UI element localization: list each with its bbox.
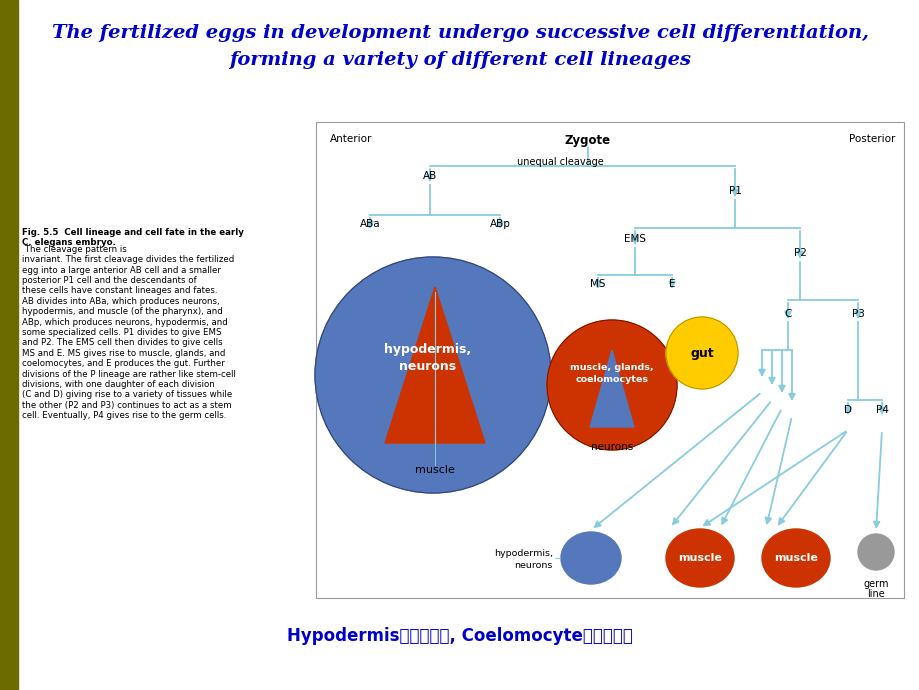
Text: muscle: muscle [677, 553, 721, 563]
Text: ABp: ABp [489, 219, 510, 229]
Text: Zygote: Zygote [564, 134, 610, 147]
Text: line: line [867, 589, 884, 599]
Text: The cleavage pattern is
invariant. The first cleavage divides the fertilized
egg: The cleavage pattern is invariant. The f… [22, 245, 235, 420]
Text: E: E [668, 279, 675, 289]
Text: The fertilized eggs in development undergo successive cell differentiation,: The fertilized eggs in development under… [51, 24, 868, 42]
Ellipse shape [665, 529, 733, 587]
Text: P1: P1 [728, 186, 741, 196]
Text: P2: P2 [793, 248, 806, 258]
Text: D: D [843, 405, 851, 415]
Text: P3: P3 [851, 309, 864, 319]
Text: Fig. 5.5  Cell lineage and cell fate in the early
C. elegans embryo.: Fig. 5.5 Cell lineage and cell fate in t… [22, 228, 244, 248]
Text: EMS: EMS [623, 234, 645, 244]
Text: germ: germ [862, 579, 888, 589]
Text: coelomocytes: coelomocytes [575, 375, 648, 384]
Ellipse shape [561, 532, 620, 584]
Text: Posterior: Posterior [847, 134, 894, 144]
Bar [0, 0, 18, 690]
Text: AB: AB [423, 171, 437, 181]
Text: neurons: neurons [399, 359, 456, 373]
Circle shape [547, 320, 676, 450]
Ellipse shape [761, 529, 829, 587]
Circle shape [665, 317, 737, 389]
Polygon shape [384, 287, 484, 443]
Text: ABa: ABa [359, 219, 380, 229]
Text: Anterior: Anterior [330, 134, 372, 144]
Text: gut: gut [689, 346, 713, 359]
Text: hypodermis,: hypodermis, [494, 549, 552, 558]
Text: muscle, glands,: muscle, glands, [570, 362, 653, 371]
Text: Hypodermis：皮下组织, Coelomocyte：体腔细联: Hypodermis：皮下组织, Coelomocyte：体腔细联 [287, 627, 632, 645]
Polygon shape [589, 350, 633, 427]
Text: muscle: muscle [414, 465, 454, 475]
Text: hypodermis,: hypodermis, [384, 344, 471, 357]
Bar [315, 122, 903, 598]
Text: forming a variety of different cell lineages: forming a variety of different cell line… [229, 51, 690, 69]
Text: P4: P4 [875, 405, 888, 415]
Circle shape [314, 257, 550, 493]
Text: C: C [784, 309, 791, 319]
Text: neurons: neurons [590, 442, 632, 452]
Text: MS: MS [590, 279, 605, 289]
Text: muscle: muscle [773, 553, 817, 563]
Circle shape [857, 534, 893, 570]
Text: unequal cleavage: unequal cleavage [516, 157, 603, 167]
Text: neurons: neurons [514, 560, 552, 569]
